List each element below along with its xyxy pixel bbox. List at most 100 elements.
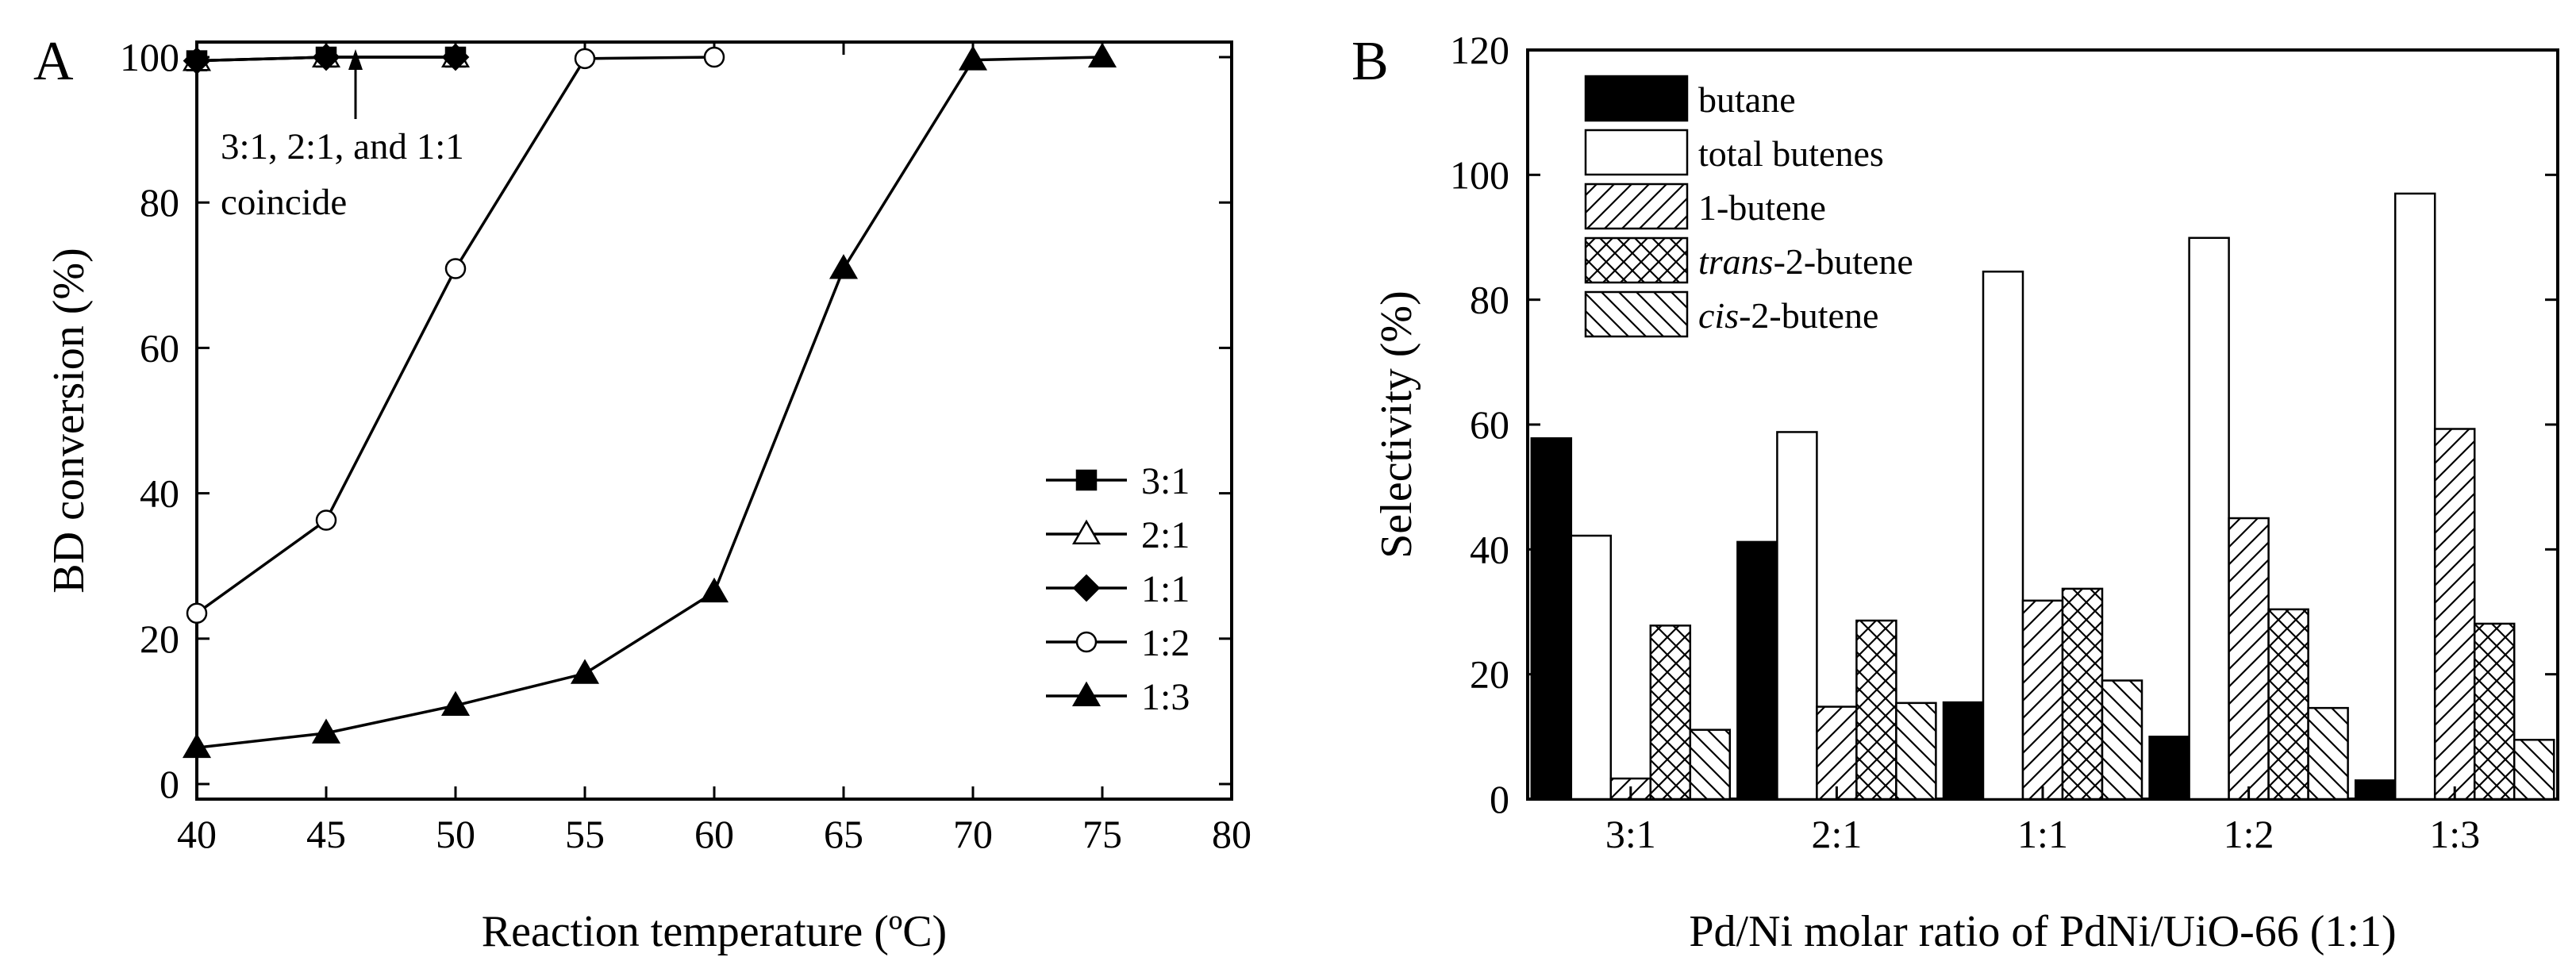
- x-tick-label: 1:2: [2224, 812, 2274, 856]
- data-point-triangle: [1087, 42, 1117, 67]
- panel-a-x-axis-label: Reaction temperature (ºC): [482, 907, 947, 956]
- data-point-triangle: [440, 690, 471, 717]
- bar: [2188, 236, 2230, 801]
- bar: [2228, 517, 2270, 801]
- bar: [1530, 437, 1573, 801]
- y-tick-label: 120: [1450, 28, 1509, 72]
- data-point-circle: [1075, 631, 1098, 653]
- data-point-triangle: [829, 254, 859, 279]
- x-tick-label: 75: [1082, 812, 1122, 856]
- bar: [2473, 622, 2516, 801]
- data-point-triangle: [958, 45, 988, 71]
- bar: [1982, 271, 2024, 801]
- panel-a-line-chart: A 40 45 50 55 60 65 70 75 80 0 20 40 60 80 100 Reacti…: [33, 31, 1251, 956]
- panel-b-y-axis-label: Selectivity (%): [1372, 290, 1421, 558]
- data-point-triangle: [182, 732, 212, 759]
- data-point-circle: [315, 509, 337, 531]
- legend-swatch: [1584, 129, 1689, 176]
- y-tick-label: 20: [140, 617, 179, 661]
- data-point-triangle: [1071, 681, 1102, 706]
- x-tick-label: 3:1: [1605, 812, 1656, 856]
- bar: [2148, 736, 2190, 801]
- bar: [2354, 779, 2397, 801]
- bar: [2393, 192, 2436, 801]
- y-tick-label: 60: [140, 325, 179, 370]
- panel-a-series-markers: [182, 42, 1117, 759]
- legend-label: total butenes: [1698, 133, 1884, 174]
- legend-label: butane: [1698, 79, 1796, 120]
- panel-b-x-axis-label: Pd/Ni molar ratio of PdNi/UiO-66 (1:1): [1689, 907, 2396, 956]
- x-tick-label: 50: [436, 812, 475, 856]
- y-tick-label: 20: [1470, 652, 1509, 697]
- legend-swatch: [1584, 75, 1689, 122]
- data-point-diamond: [1072, 574, 1101, 602]
- bar: [1816, 705, 1858, 801]
- y-tick-label: 40: [1470, 527, 1509, 571]
- bar: [2433, 428, 2476, 801]
- data-point-triangle: [311, 718, 341, 744]
- y-tick-label: 0: [1490, 777, 1509, 821]
- bar: [1895, 702, 1937, 801]
- annotation-arrowhead: [348, 49, 363, 70]
- y-tick-label: 40: [140, 471, 179, 516]
- panel-a-x-ticks: 40 45 50 55 60 65 70 75 80: [177, 42, 1251, 856]
- legend-swatch: [1584, 236, 1689, 284]
- y-tick-label: 80: [1470, 278, 1509, 322]
- data-point-circle: [703, 46, 725, 68]
- legend-label: 1:1: [1141, 568, 1190, 610]
- data-point-diamond: [312, 43, 340, 71]
- panel-b-y-ticks: 0 20 40 60 80 100 120: [1450, 28, 2558, 821]
- y-tick-label: 100: [120, 35, 179, 79]
- legend-label: 1:2: [1141, 622, 1190, 664]
- bar: [1570, 534, 1613, 801]
- y-tick-label: 0: [160, 762, 179, 806]
- panel-a-label: A: [33, 31, 74, 92]
- bar: [2061, 587, 2104, 801]
- data-point-diamond: [183, 47, 211, 75]
- bar: [2101, 679, 2143, 801]
- bar: [2307, 706, 2349, 801]
- data-point-square: [1075, 469, 1098, 491]
- panel-b-legend: butane total butenes 1-butene trans-2-buten…: [1584, 75, 1913, 338]
- series-line-1-3: [196, 56, 1103, 749]
- legend-label: 1-butene: [1698, 187, 1826, 228]
- bar: [1776, 431, 1818, 801]
- panel-a-legend: 3:1 2:1 1:1 1:2 1:3: [1046, 460, 1190, 718]
- panel-a-y-ticks: 0 20 40 60 80 100: [120, 35, 1232, 806]
- bar: [2267, 608, 2309, 801]
- x-tick-label: 40: [177, 812, 217, 856]
- annotation-line-2: coincide: [221, 182, 347, 223]
- legend-label: 2:1: [1141, 514, 1190, 556]
- legend-swatch: [1584, 290, 1689, 338]
- x-tick-label: 60: [694, 812, 734, 856]
- legend-label: cis-2-butene: [1698, 295, 1878, 336]
- data-point-triangle: [570, 659, 600, 684]
- legend-swatch: [1584, 183, 1689, 230]
- x-tick-label: 1:1: [2017, 812, 2068, 856]
- bar: [1942, 701, 1985, 801]
- data-point-circle: [186, 602, 208, 624]
- data-point-triangle: [1071, 519, 1102, 544]
- x-tick-label: 55: [565, 812, 605, 856]
- panel-b-bars: [1530, 192, 2555, 801]
- panel-a-y-axis-label: BD conversion (%): [44, 248, 94, 593]
- y-tick-label: 60: [1470, 402, 1509, 447]
- data-point-diamond: [441, 43, 470, 71]
- panel-b-label: B: [1351, 31, 1389, 92]
- x-tick-label: 2:1: [1811, 812, 1862, 856]
- legend-label: 1:3: [1141, 676, 1190, 718]
- panel-a-annotation: 3:1, 2:1, and 1:1 coincide: [221, 49, 464, 223]
- y-tick-label: 100: [1450, 152, 1509, 197]
- bar: [1689, 728, 1732, 801]
- bar: [1649, 625, 1692, 801]
- x-tick-label: 70: [953, 812, 993, 856]
- x-tick-label: 65: [824, 812, 863, 856]
- data-point-circle: [574, 48, 596, 70]
- x-tick-label: 45: [306, 812, 346, 856]
- data-point-circle: [444, 258, 467, 279]
- legend-label: 3:1: [1141, 460, 1190, 502]
- annotation-line-1: 3:1, 2:1, and 1:1: [221, 126, 464, 167]
- data-point-triangle: [699, 577, 729, 603]
- y-tick-label: 80: [140, 180, 179, 225]
